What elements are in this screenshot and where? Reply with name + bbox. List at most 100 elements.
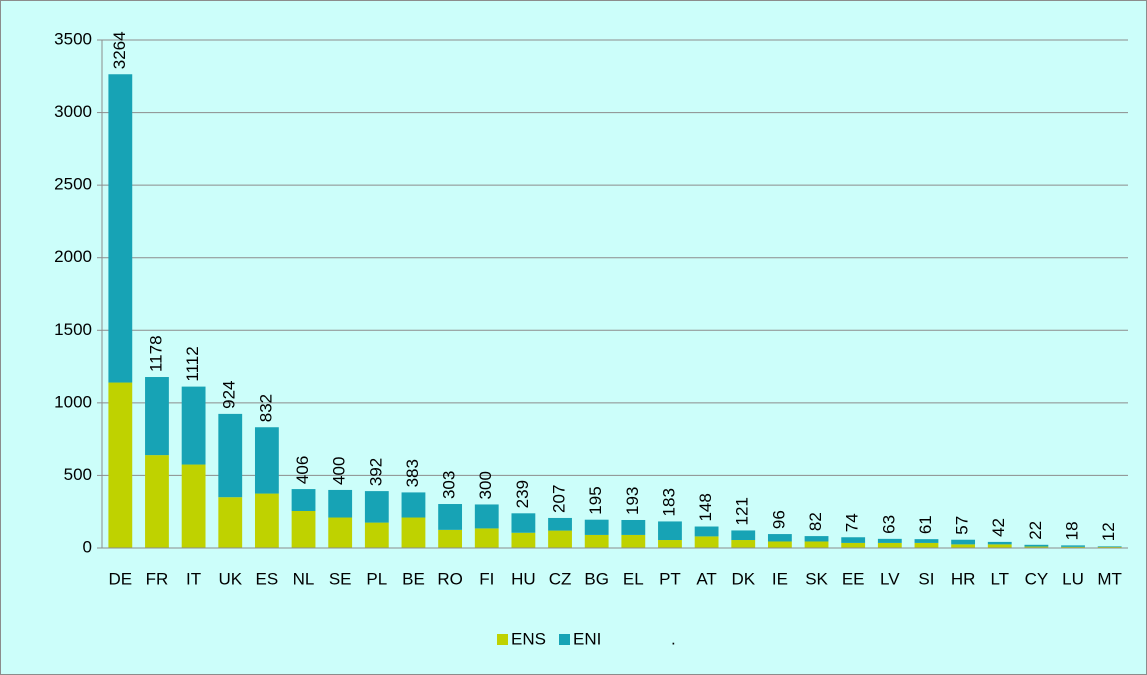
- total-label: 1178: [146, 335, 165, 372]
- y-tick-label: 1000: [54, 392, 92, 411]
- bar-segment: [767, 534, 792, 542]
- total-label: 1112: [183, 346, 202, 381]
- total-label: 148: [696, 493, 715, 521]
- total-label: 82: [806, 512, 825, 531]
- x-tick-label: RO: [437, 569, 463, 588]
- x-tick-label: EL: [623, 569, 644, 588]
- bar-segment: [841, 537, 866, 543]
- x-tick-label: PT: [659, 569, 681, 588]
- x-tick-label: HR: [951, 569, 976, 588]
- bar-segment: [804, 536, 829, 542]
- x-tick-label: SK: [805, 569, 828, 588]
- bar-segment: [291, 510, 316, 548]
- x-tick-label: IE: [772, 569, 788, 588]
- x-tick-label: IT: [186, 569, 201, 588]
- total-label: 12: [1099, 522, 1118, 541]
- x-tick-label: PL: [366, 569, 387, 588]
- bar-segment: [1061, 545, 1085, 547]
- y-tick-label: 2000: [54, 247, 92, 266]
- bar-segment: [694, 526, 719, 537]
- y-tick-label: 3500: [54, 29, 92, 48]
- bar-segment: [108, 382, 133, 548]
- total-label: 195: [586, 486, 605, 514]
- x-tick-label: EE: [842, 569, 865, 588]
- x-tick-label: LT: [990, 569, 1009, 588]
- total-label: 96: [769, 510, 788, 529]
- bar-segment: [145, 377, 169, 456]
- bar-segment: [658, 540, 682, 548]
- bar-segment: [951, 544, 976, 548]
- x-tick-label: BE: [402, 569, 425, 588]
- x-tick-label: LU: [1062, 569, 1084, 588]
- total-label: 300: [476, 471, 495, 499]
- bar-segment: [254, 427, 279, 494]
- bar-segment: [951, 539, 976, 545]
- total-label: 383: [403, 459, 422, 487]
- bar-segment: [987, 541, 1012, 545]
- bar-segment: [914, 539, 939, 543]
- bar-segment: [108, 74, 133, 383]
- total-label: 61: [916, 515, 935, 534]
- x-tick-label: DE: [109, 569, 133, 588]
- bar-segment: [474, 528, 499, 548]
- bar-segment: [584, 519, 609, 535]
- y-tick-label: 2500: [54, 175, 92, 194]
- bar-segment: [548, 530, 572, 548]
- bar-segment: [401, 517, 426, 548]
- bar-segment: [438, 504, 463, 530]
- x-tick-label: AT: [696, 569, 716, 588]
- total-label: 183: [659, 488, 678, 516]
- bar-segment: [621, 534, 646, 548]
- bar-segment: [584, 534, 609, 548]
- bar-segment: [328, 517, 353, 548]
- total-label: 18: [1063, 521, 1082, 540]
- total-label: 22: [1026, 521, 1045, 540]
- total-label: 406: [293, 456, 312, 484]
- y-tick-label: 0: [83, 537, 92, 556]
- x-tick-label: FR: [146, 569, 169, 588]
- x-tick-label: FI: [479, 569, 494, 588]
- x-tick-label: NL: [293, 569, 315, 588]
- bar-segment: [731, 530, 756, 541]
- bar-segment: [877, 542, 902, 548]
- legend-swatch: [559, 634, 570, 645]
- bar-segment: [731, 540, 756, 548]
- legend-note: .: [671, 629, 676, 648]
- total-label: 74: [843, 513, 862, 532]
- x-tick-label: MT: [1097, 569, 1122, 588]
- legend-swatch: [497, 634, 508, 645]
- bar-segment: [1097, 546, 1122, 547]
- bar-segment: [1024, 546, 1049, 548]
- legend-label: ENI: [573, 629, 601, 648]
- bar-segment: [767, 541, 792, 548]
- x-tick-label: HU: [511, 569, 536, 588]
- total-label: 63: [879, 515, 898, 534]
- bar-segment: [1097, 546, 1122, 548]
- x-tick-label: SE: [329, 569, 352, 588]
- x-tick-label: CY: [1025, 569, 1049, 588]
- bar-segment: [181, 386, 206, 465]
- bar-segment: [658, 521, 682, 541]
- bar-segment: [291, 489, 316, 511]
- total-label: 207: [550, 485, 569, 513]
- total-label: 239: [513, 480, 532, 508]
- bar-segment: [804, 541, 829, 548]
- x-tick-label: CZ: [549, 569, 572, 588]
- total-label: 924: [220, 381, 239, 409]
- bar-segment: [694, 536, 719, 548]
- x-tick-label: SI: [918, 569, 934, 588]
- bar-segment: [511, 513, 536, 533]
- x-tick-label: LV: [880, 569, 900, 588]
- total-label: 832: [256, 394, 275, 422]
- total-label: 121: [733, 497, 752, 525]
- bar-segment: [401, 492, 426, 518]
- bar-segment: [364, 522, 389, 548]
- bar-segment: [1061, 546, 1085, 548]
- x-tick-label: UK: [218, 569, 242, 588]
- bar-segment: [987, 544, 1012, 548]
- bar-segment: [328, 489, 353, 518]
- x-tick-label: BG: [584, 569, 609, 588]
- bar-segment: [218, 497, 243, 548]
- x-tick-label: DK: [731, 569, 755, 588]
